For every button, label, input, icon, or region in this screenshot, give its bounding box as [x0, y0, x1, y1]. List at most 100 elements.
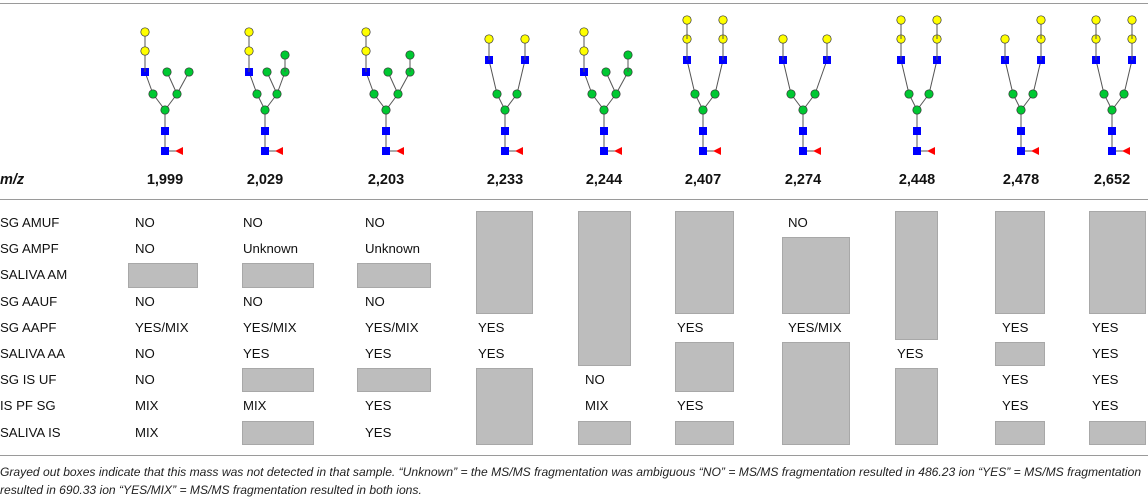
- table-caption: Grayed out boxes indicate that this mass…: [0, 465, 1142, 497]
- mannose-symbol: [260, 105, 270, 115]
- table-cell: NO: [135, 293, 155, 309]
- table-cell: YES: [365, 346, 392, 361]
- not-detected-box: [675, 342, 734, 393]
- mannose-symbol: [1119, 89, 1129, 99]
- galactose-symbol: [1127, 15, 1137, 25]
- glycan-2478: [1000, 15, 1046, 155]
- mz-value: 2,274: [784, 172, 822, 188]
- glycan-2233: [484, 34, 530, 155]
- mannose-symbol: [1107, 105, 1117, 115]
- not-detected-box: [242, 420, 314, 445]
- not-detected-box: [895, 211, 938, 340]
- row-label: SALIVA IS: [0, 424, 61, 440]
- fucose-symbol: [1122, 147, 1130, 155]
- glcnac-symbol: [699, 147, 707, 155]
- mz-value: 2,652: [1093, 172, 1131, 188]
- glcnac-symbol: [261, 127, 269, 135]
- not-detected-box: [782, 237, 850, 314]
- not-detected-box: [578, 420, 631, 445]
- mannose-symbol: [280, 50, 290, 60]
- mannose-symbol: [1099, 89, 1109, 99]
- galactose-symbol: [140, 46, 150, 56]
- row-label: IS PF SG: [0, 398, 56, 414]
- mannose-symbol: [184, 67, 194, 77]
- table-cell: YES: [1092, 319, 1119, 335]
- not-detected-box: [357, 263, 431, 288]
- glcnac-symbol: [1108, 147, 1116, 155]
- not-detected-box: [995, 211, 1045, 314]
- fucose-symbol: [1031, 147, 1039, 155]
- mannose-symbol: [172, 89, 182, 99]
- mannose-symbol: [623, 50, 633, 60]
- galactose-symbol: [361, 46, 371, 56]
- fucose-symbol: [927, 147, 935, 155]
- glcnac-symbol: [261, 147, 269, 155]
- mannose-symbol: [393, 89, 403, 99]
- mannose-symbol: [710, 89, 720, 99]
- mannose-symbol: [1016, 105, 1026, 115]
- fucose-symbol: [175, 147, 183, 155]
- mannose-symbol: [924, 89, 934, 99]
- fucose-symbol: [813, 147, 821, 155]
- galactose-symbol: [361, 27, 371, 37]
- table-cell: YES: [677, 398, 704, 414]
- galactose-symbol: [244, 46, 254, 56]
- mannose-symbol: [160, 105, 170, 115]
- galactose-symbol: [484, 34, 494, 44]
- fucose-symbol: [713, 147, 721, 155]
- glcnac-symbol: [600, 127, 608, 135]
- table-cell: NO: [135, 215, 155, 230]
- not-detected-box: [578, 211, 631, 367]
- mannose-symbol: [786, 89, 796, 99]
- table-cell: YES: [478, 319, 505, 335]
- not-detected-box: [782, 342, 850, 445]
- mz-value: 2,203: [367, 172, 405, 188]
- table-cell: YES: [1002, 319, 1029, 335]
- mannose-symbol: [500, 105, 510, 115]
- galactose-symbol: [579, 46, 589, 56]
- glycan-2407: [682, 15, 728, 155]
- row-label: SALIVA AA: [0, 346, 66, 361]
- bottom-rule: [0, 455, 1148, 456]
- table-cell: YES: [365, 424, 392, 440]
- galactose-symbol: [778, 34, 788, 44]
- mannose-symbol: [369, 89, 379, 99]
- mannose-symbol: [162, 67, 172, 77]
- glcnac-symbol: [501, 127, 509, 135]
- mannose-symbol: [383, 67, 393, 77]
- not-detected-box: [1089, 211, 1146, 314]
- header-rule: [0, 199, 1148, 200]
- table-cell: YES: [243, 346, 270, 361]
- table-cell: YES: [1092, 398, 1119, 414]
- row-label: SG AAUF: [0, 293, 58, 309]
- row-label: SG AAPF: [0, 319, 57, 335]
- table-cell: YES/MIX: [788, 319, 842, 335]
- table-cell: MIX: [135, 424, 159, 440]
- glcnac-symbol: [161, 127, 169, 135]
- mannose-symbol: [252, 89, 262, 99]
- table-cell: Unknown: [243, 241, 298, 257]
- not-detected-box: [242, 263, 314, 288]
- row-label: SG AMUF: [0, 215, 60, 230]
- mz-value: 2,478: [1002, 172, 1040, 188]
- not-detected-box: [242, 368, 314, 393]
- glcnac-symbol: [699, 127, 707, 135]
- glycan-2029: [244, 27, 290, 155]
- mannose-symbol: [512, 89, 522, 99]
- table-cell: YES: [897, 346, 924, 361]
- glcnac-symbol: [913, 127, 921, 135]
- table-cell: NO: [365, 215, 385, 230]
- mannose-symbol: [262, 67, 272, 77]
- glycan-2274: [778, 34, 832, 155]
- not-detected-box: [476, 211, 533, 314]
- table-cell: YES/MIX: [243, 319, 297, 335]
- galactose-symbol: [520, 34, 530, 44]
- table-cell: Unknown: [365, 241, 420, 257]
- mannose-symbol: [798, 105, 808, 115]
- table-cell: YES: [1002, 372, 1029, 388]
- table-cell: MIX: [135, 398, 159, 414]
- fucose-symbol: [515, 147, 523, 155]
- mannose-symbol: [690, 89, 700, 99]
- table-cell: YES: [1002, 398, 1029, 414]
- mannose-symbol: [492, 89, 502, 99]
